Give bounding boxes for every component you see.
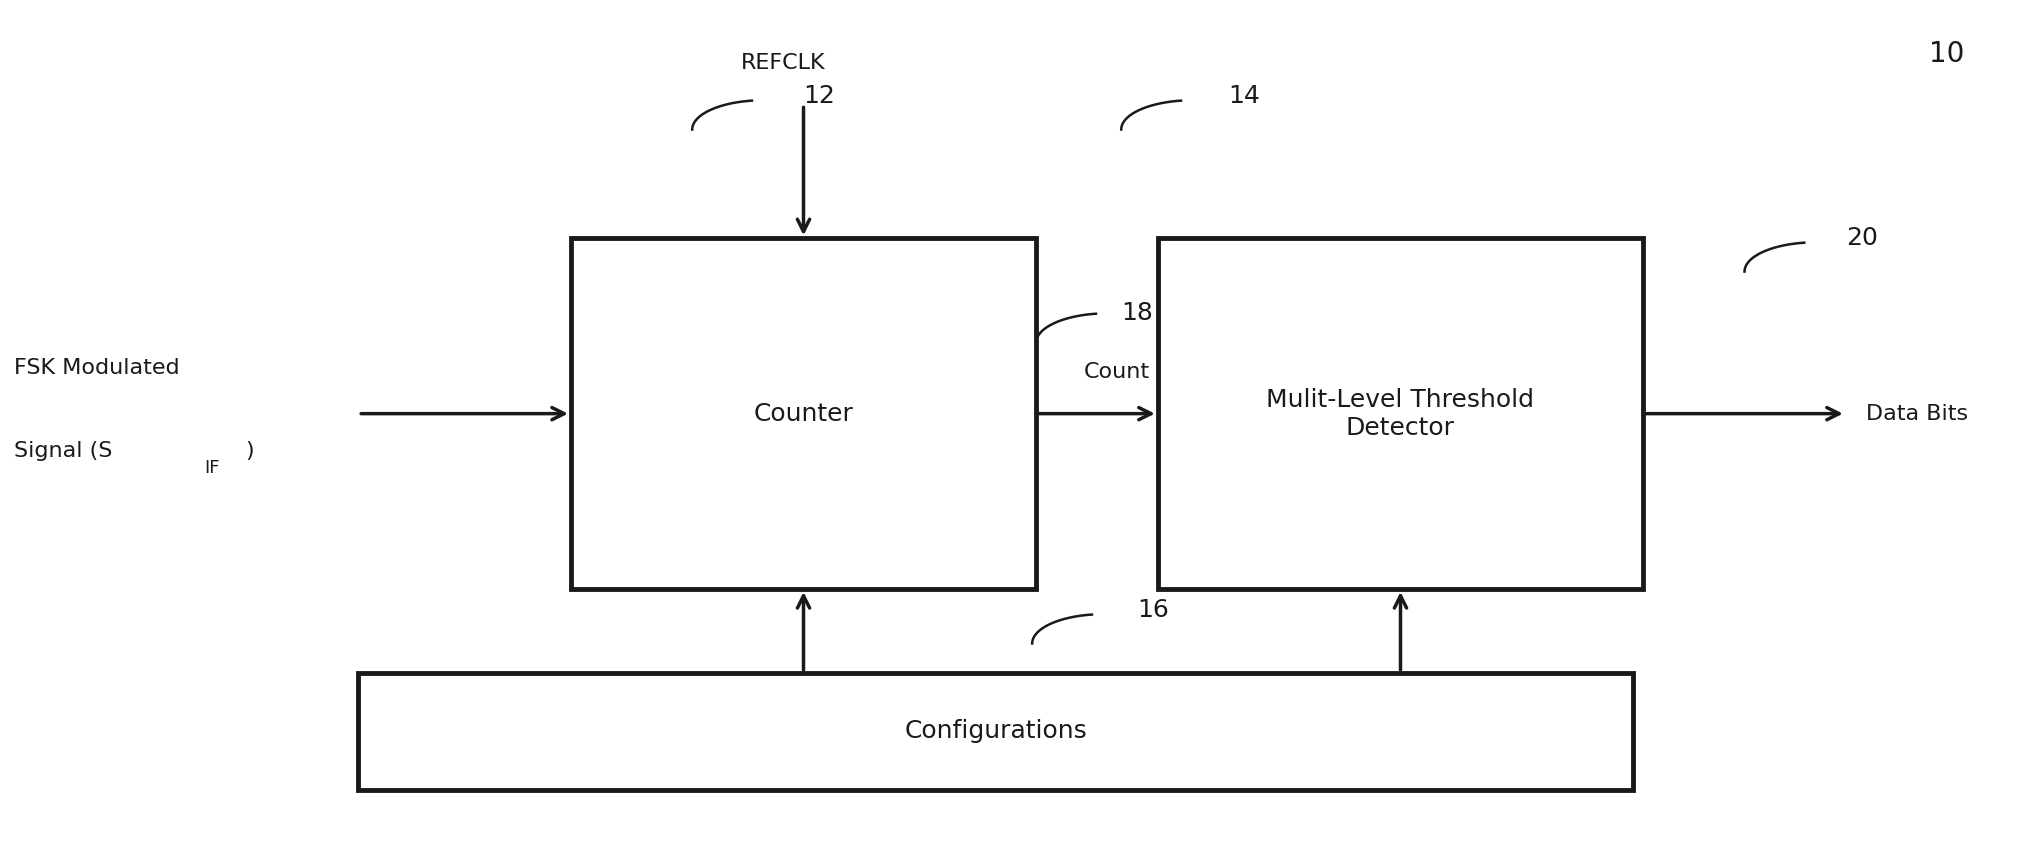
Text: REFCLK: REFCLK xyxy=(742,52,825,73)
Text: 20: 20 xyxy=(1845,226,1878,250)
Text: ): ) xyxy=(246,441,254,462)
Text: FSK Modulated: FSK Modulated xyxy=(14,358,181,377)
FancyBboxPatch shape xyxy=(1158,238,1644,589)
FancyBboxPatch shape xyxy=(571,238,1036,589)
Text: Signal (S: Signal (S xyxy=(14,441,112,462)
FancyBboxPatch shape xyxy=(358,673,1634,790)
Text: 18: 18 xyxy=(1122,301,1154,326)
Text: Mulit-Level Threshold
Detector: Mulit-Level Threshold Detector xyxy=(1266,387,1534,440)
Text: Configurations: Configurations xyxy=(904,719,1087,744)
Text: Data Bits: Data Bits xyxy=(1865,403,1969,424)
Text: 12: 12 xyxy=(803,84,835,108)
Text: Counter: Counter xyxy=(754,402,853,425)
Text: 10: 10 xyxy=(1928,41,1965,68)
Text: 16: 16 xyxy=(1138,598,1168,622)
Text: Count: Count xyxy=(1085,362,1150,381)
Text: 14: 14 xyxy=(1229,84,1260,108)
Text: IF: IF xyxy=(205,459,219,477)
